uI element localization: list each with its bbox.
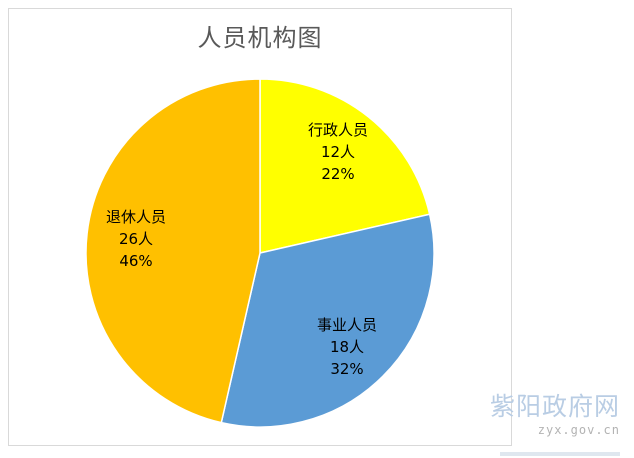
watermark-bar [500,452,620,456]
chart-title: 人员机构图 [197,24,323,52]
watermark-name: 紫阳政府网 [489,392,620,421]
slice-label-percent-2: 32% [330,360,363,378]
slice-label-value-3: 26人 [119,230,153,248]
slice-label-percent-3: 46% [119,252,152,270]
slice-label-percent-1: 22% [321,165,354,183]
pie-slice-3 [85,78,261,424]
slice-label-value-2: 18人 [330,338,364,356]
slice-label-name-1: 行政人员 [308,121,368,139]
pie-slice-1 [259,78,431,254]
slice-label-name-2: 事业人员 [317,316,377,334]
slice-label-name-3: 退休人员 [106,208,166,226]
pie-slice-2 [220,213,435,428]
watermark-url: zyx.gov.cn [537,423,620,437]
slice-label-value-1: 12人 [321,143,355,161]
watermark-logo: 紫阳政府网 zyx.gov.cn [450,392,620,438]
